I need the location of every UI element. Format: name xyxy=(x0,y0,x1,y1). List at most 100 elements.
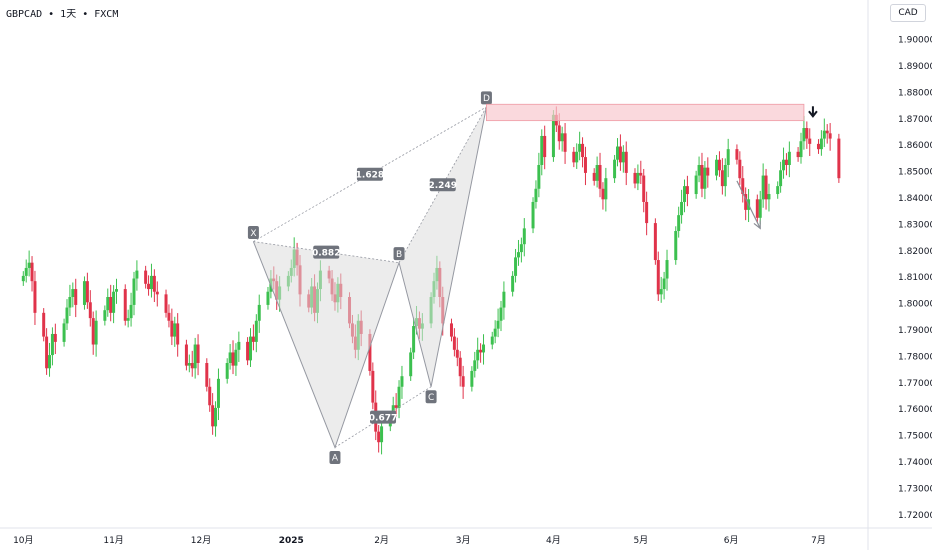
candle-body xyxy=(659,289,663,295)
candle xyxy=(598,152,602,198)
candle xyxy=(819,130,823,156)
candle xyxy=(665,249,669,291)
candle xyxy=(225,358,229,384)
candle xyxy=(479,343,483,363)
ratio-label-AC: 0.677 xyxy=(369,410,397,424)
candle xyxy=(21,271,25,286)
price-tick-label: 1.86000 xyxy=(898,141,932,151)
candle xyxy=(94,310,98,357)
candle xyxy=(519,237,523,263)
candle-body xyxy=(717,159,721,171)
ratio-label-text: 0.882 xyxy=(312,248,340,258)
candle-body xyxy=(147,283,151,290)
candle xyxy=(42,308,46,342)
candle-body xyxy=(598,165,602,189)
candle xyxy=(91,311,95,355)
candle xyxy=(653,218,657,265)
candle-body xyxy=(228,352,232,363)
candle xyxy=(825,124,829,144)
candle-body xyxy=(697,165,701,176)
time-axis[interactable]: 10月 11月 12月 2025 2月 3月 4月 5月 6月 7月 xyxy=(0,527,932,546)
candle xyxy=(723,158,727,197)
candle-body xyxy=(799,141,803,158)
candle-body xyxy=(266,291,270,305)
candle xyxy=(764,168,768,210)
candle-body xyxy=(499,307,503,321)
candle-body xyxy=(208,386,212,406)
candle xyxy=(522,218,526,257)
price-axis[interactable]: 1.90000 1.89000 1.88000 1.87000 1.86000 1.850… xyxy=(867,0,932,550)
candle xyxy=(592,168,596,186)
ratio-label-bg xyxy=(356,167,383,181)
time-tick-label: 2025 xyxy=(279,536,304,546)
candle-body xyxy=(700,165,704,189)
candle xyxy=(103,305,107,326)
candle-body xyxy=(837,138,841,179)
candle xyxy=(452,328,456,357)
candle-body xyxy=(144,270,148,284)
candle-body xyxy=(680,201,684,216)
time-tick-label: 5月 xyxy=(633,535,648,546)
candle-body xyxy=(394,405,398,408)
candle-body xyxy=(782,159,786,171)
candle xyxy=(674,226,678,265)
candle-body xyxy=(726,149,730,165)
candle xyxy=(132,271,136,316)
price-tick-label: 1.82000 xyxy=(898,247,932,257)
currency-badge[interactable]: CAD xyxy=(890,4,926,22)
candle xyxy=(531,197,535,234)
pattern-point-c: C xyxy=(425,390,437,404)
candle xyxy=(581,137,585,168)
candle-body xyxy=(205,363,209,387)
candle-body xyxy=(808,138,812,144)
candle-body xyxy=(380,426,384,443)
candle xyxy=(482,334,486,365)
pattern-point-label: D xyxy=(483,94,490,104)
resistance-zone-rect xyxy=(486,103,805,122)
candle xyxy=(228,343,232,370)
candle-body xyxy=(560,133,564,142)
candle xyxy=(144,265,148,289)
candle xyxy=(170,308,174,346)
candle-body xyxy=(601,188,605,200)
candle-body xyxy=(71,289,75,297)
pattern-point-bg xyxy=(329,450,341,464)
candle xyxy=(621,145,625,173)
candle-body xyxy=(636,172,640,184)
candle xyxy=(616,138,620,167)
candle-body xyxy=(132,278,136,305)
candle-body xyxy=(368,333,372,371)
candle-body xyxy=(48,355,52,369)
candle-body xyxy=(738,159,742,179)
candle xyxy=(167,304,171,328)
candle-body xyxy=(816,143,820,150)
candle-body xyxy=(618,146,622,163)
candle xyxy=(624,141,628,186)
candle-body xyxy=(254,320,258,342)
candle-body xyxy=(449,323,453,337)
candle-body xyxy=(665,260,669,279)
candle-body xyxy=(616,146,620,160)
candle-body xyxy=(149,275,153,290)
candle xyxy=(33,270,37,325)
candle xyxy=(808,128,812,157)
candle-body xyxy=(802,128,806,142)
candle-body xyxy=(694,175,698,195)
ratio-label-XB: 0.882 xyxy=(312,245,340,259)
candle xyxy=(48,342,52,377)
candle-body xyxy=(563,133,567,152)
candle xyxy=(65,299,69,330)
candle xyxy=(516,239,520,266)
candle-body xyxy=(581,143,585,158)
candle-body xyxy=(479,349,483,353)
candle-body xyxy=(152,275,156,292)
candle xyxy=(196,334,200,376)
candle xyxy=(633,168,637,189)
candle xyxy=(700,152,704,198)
price-tick-label: 1.75000 xyxy=(898,432,932,442)
candle-body xyxy=(715,159,719,176)
price-tick-label: 1.80000 xyxy=(898,300,932,310)
candle xyxy=(741,166,745,203)
candle xyxy=(106,288,110,317)
